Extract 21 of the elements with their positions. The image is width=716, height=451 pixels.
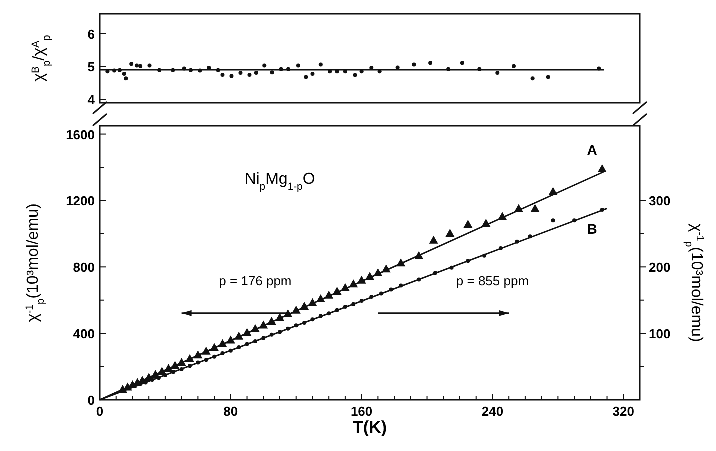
annotation: p = 176 ppm [219, 273, 292, 288]
y-tick-label: 6 [88, 26, 95, 42]
x-tick-label: 320 [612, 404, 634, 419]
x-tick-label: 80 [224, 404, 238, 419]
y-tick-label: 1200 [66, 194, 95, 209]
y-tick-label: 800 [73, 260, 95, 276]
y2-tick-label: 200 [649, 260, 671, 276]
x-axis-title: T(K) [353, 418, 387, 437]
y2-tick-label: 100 [649, 326, 671, 342]
x-tick-label: 160 [350, 404, 373, 419]
annotation: Ni$_{p}$Mg$_{1-p}$O [244, 171, 316, 193]
y-tick-label: 1600 [66, 127, 95, 142]
y-tick-label: 5 [88, 60, 95, 75]
x-tick-label: 240 [482, 404, 504, 419]
y-tick-label: 0 [88, 393, 95, 408]
annotation: p = 855 ppm [456, 273, 530, 288]
y2-tick-label: 300 [649, 194, 671, 209]
series-label: A [587, 142, 598, 158]
y-tick-label: 4 [88, 92, 96, 108]
y-tick-label: 400 [73, 326, 95, 342]
series-label: B [587, 221, 598, 238]
